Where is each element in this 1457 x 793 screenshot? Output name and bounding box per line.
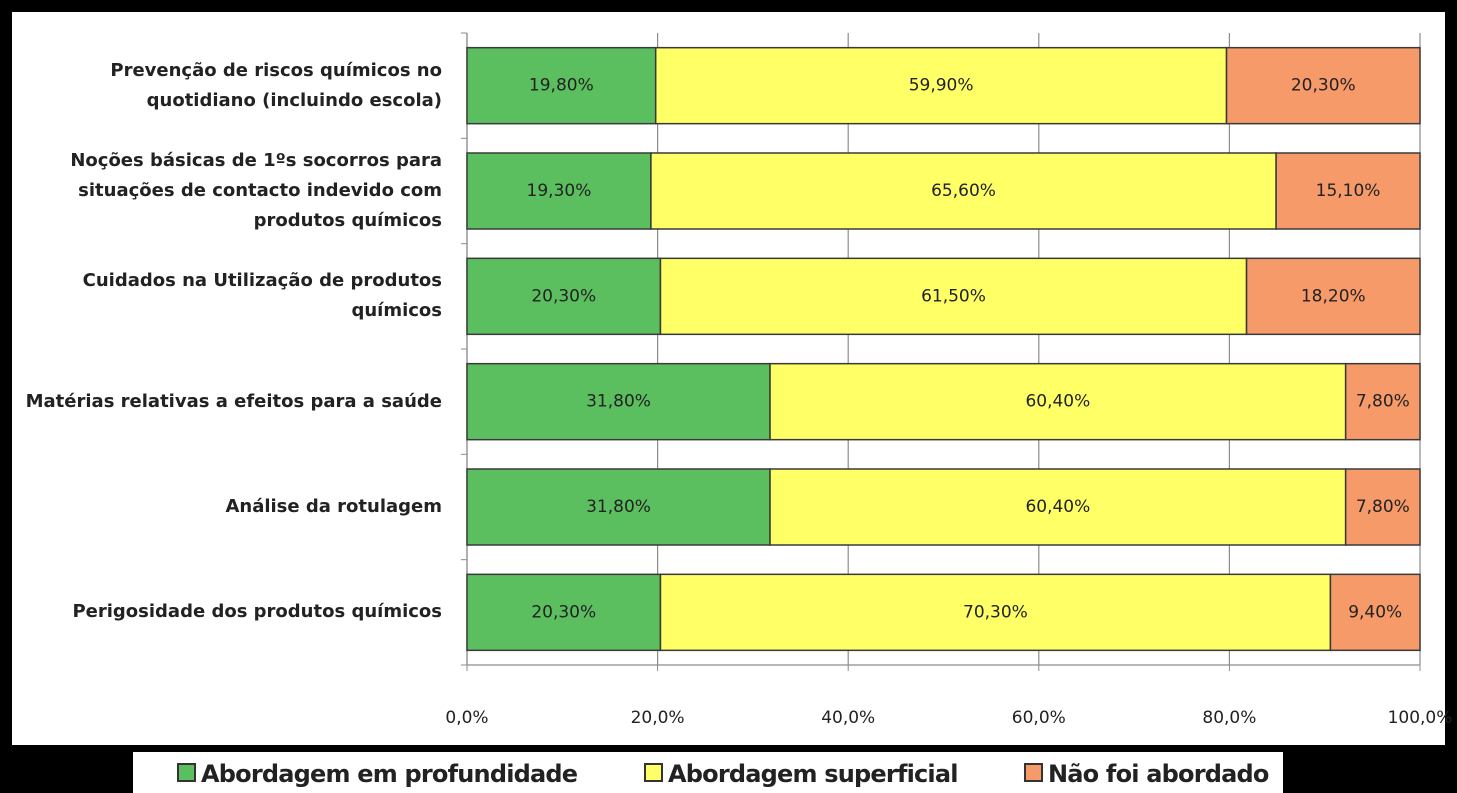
data-label: 20,30% [531, 286, 596, 306]
data-label: 20,30% [1291, 76, 1356, 96]
data-label: 7,80% [1356, 392, 1410, 412]
legend-swatch [644, 763, 663, 782]
bar [1225, 46, 1421, 125]
data-label: 31,80% [586, 497, 651, 517]
data-label: 65,60% [931, 181, 996, 201]
data-label: 60,40% [1025, 392, 1090, 412]
bar [654, 46, 1228, 125]
data-label: 19,30% [527, 181, 592, 201]
data-label: 19,80% [529, 76, 594, 96]
data-label: 7,80% [1356, 497, 1410, 517]
bar [466, 152, 652, 230]
legend-swatch [1024, 763, 1043, 782]
legend-swatch [177, 763, 196, 782]
x-tick-label: 40,0% [821, 708, 875, 728]
bar [1344, 362, 1421, 441]
bar [1329, 573, 1421, 652]
data-label: 70,30% [963, 602, 1028, 622]
x-tick-label: 80,0% [1202, 708, 1256, 728]
bar [769, 468, 1347, 546]
bar [1245, 257, 1421, 336]
data-label: 18,20% [1301, 286, 1366, 306]
legend-label: Abordagem em profundidade [201, 760, 578, 788]
x-tick-label: 60,0% [1012, 708, 1066, 728]
data-label: 59,90% [909, 76, 974, 96]
bar [466, 468, 771, 546]
legend-background [133, 752, 1283, 793]
bar [466, 46, 657, 125]
x-tick-label: 20,0% [631, 708, 685, 728]
bar [1344, 468, 1421, 546]
y-tick-label: Matérias relativas a efeitos para a saúd… [25, 390, 442, 412]
y-tick-label: Cuidados na Utilização de produtos quími… [82, 270, 442, 322]
y-tick-label: Análise da rotulagem [225, 496, 442, 517]
data-label: 20,30% [531, 602, 596, 622]
y-tick-label: Perigosidade dos produtos químicos [72, 601, 442, 623]
x-tick-label: 100,0% [1388, 708, 1453, 728]
data-label: 61,50% [921, 286, 986, 306]
bar [659, 573, 1332, 652]
data-label: 9,40% [1348, 602, 1402, 622]
bar [650, 152, 1277, 230]
x-tick-label: 0,0% [445, 708, 488, 728]
bar [466, 257, 662, 336]
data-label: 60,40% [1025, 497, 1090, 517]
data-label: 15,10% [1316, 181, 1381, 201]
bar [466, 362, 771, 441]
bar [1275, 152, 1421, 230]
data-label: 31,80% [586, 392, 651, 412]
legend-label: Não foi abordado [1048, 760, 1269, 788]
legend-label: Abordagem superficial [668, 760, 958, 788]
bar [466, 573, 662, 652]
y-tick-label: Noções básicas de 1ºs socorros para situ… [70, 150, 442, 231]
bar [659, 257, 1248, 336]
y-tick-label: Prevenção de riscos químicos no quotidia… [110, 59, 442, 111]
